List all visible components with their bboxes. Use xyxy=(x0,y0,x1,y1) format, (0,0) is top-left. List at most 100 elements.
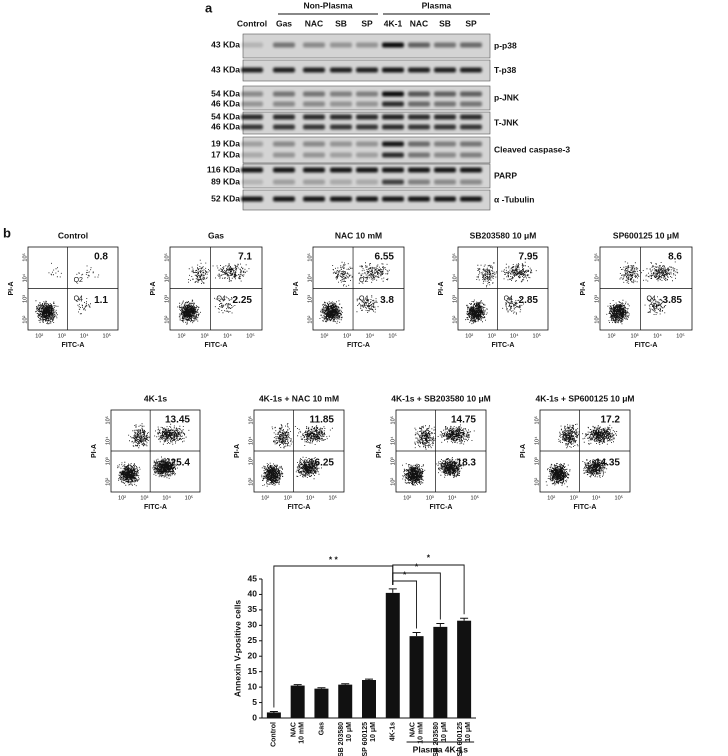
band xyxy=(356,101,378,107)
band xyxy=(241,179,263,185)
x-tick-label: 10⁵ xyxy=(676,332,684,339)
x-tick-label: 10 μM xyxy=(346,722,353,742)
y-axis-label: Annexin V-positive cells xyxy=(232,600,242,698)
quadrant-label: Q4 xyxy=(359,295,368,302)
axis-label: FITC-A xyxy=(205,342,228,349)
band xyxy=(382,196,404,202)
band xyxy=(303,42,325,48)
x-tick-label: 10³ xyxy=(631,333,639,339)
x-tick-label: 10⁴ xyxy=(653,332,662,339)
y-tick-label: 10⁵ xyxy=(247,416,254,424)
x-tick-label: 10 μM xyxy=(370,722,377,742)
band xyxy=(330,179,352,185)
lane-label: Gas xyxy=(276,18,292,28)
significance-bracket xyxy=(392,580,418,629)
quadrant-value: 11.85 xyxy=(310,415,335,426)
y-tick-label: 10⁵ xyxy=(306,253,313,261)
x-tick-label: 10⁴ xyxy=(223,332,232,339)
band xyxy=(303,101,325,107)
band xyxy=(330,114,352,120)
quadrant-label: Q4 xyxy=(504,295,513,302)
x-tick-label: 10³ xyxy=(284,495,292,501)
band xyxy=(460,114,482,120)
significance-label: * xyxy=(415,561,419,571)
x-tick-label: 10⁵ xyxy=(185,494,193,501)
y-tick-label: 10 xyxy=(248,681,258,691)
band xyxy=(382,91,404,97)
y-tick-label: 10⁴ xyxy=(163,273,170,282)
error-bar xyxy=(388,588,397,593)
band xyxy=(241,124,263,130)
band xyxy=(408,167,430,173)
lane-label: SB xyxy=(439,18,451,28)
quadrant-value: 3.8 xyxy=(380,295,394,306)
error-bar xyxy=(460,617,469,621)
bar xyxy=(338,684,353,718)
axis-label: FITC-A xyxy=(288,504,311,511)
band xyxy=(356,124,378,130)
band xyxy=(330,67,352,73)
x-tick-label: 10 mM xyxy=(299,722,306,744)
x-tick-label: SP 600125 xyxy=(457,722,464,756)
x-tick-label: 10 mM xyxy=(417,722,424,744)
group-label: Non-Plasma xyxy=(303,0,352,10)
y-tick-label: 10³ xyxy=(534,457,540,465)
band xyxy=(356,141,378,147)
axis-label: FITC-A xyxy=(347,342,370,349)
marker-label: 17 KDa xyxy=(211,149,240,159)
quadrant-value: 17.2 xyxy=(601,415,621,426)
band xyxy=(241,152,263,158)
x-tick-label: 10² xyxy=(35,333,43,339)
axis-label: FITC-A xyxy=(492,342,515,349)
scatter-cloud xyxy=(261,423,333,487)
band xyxy=(273,101,295,107)
error-bar xyxy=(436,622,445,627)
band xyxy=(382,167,404,173)
band xyxy=(356,67,378,73)
band xyxy=(330,196,352,202)
band xyxy=(303,141,325,147)
quadrant-value: 14.75 xyxy=(451,415,476,426)
band xyxy=(330,42,352,48)
quadrant-value: 3.85 xyxy=(663,295,683,306)
band xyxy=(330,124,352,130)
x-tick-label: 10⁵ xyxy=(471,494,479,501)
band xyxy=(408,196,430,202)
band xyxy=(241,101,263,107)
quadrant-value: 7.95 xyxy=(519,252,539,263)
band xyxy=(273,196,295,202)
band xyxy=(356,91,378,97)
band xyxy=(434,101,456,107)
x-tick-label: 10 μM xyxy=(441,722,448,742)
x-tick-label: 10² xyxy=(547,495,555,501)
band xyxy=(303,91,325,97)
y-tick-label: 10³ xyxy=(307,295,313,303)
y-tick-label: 10² xyxy=(164,315,170,323)
scatter-cloud xyxy=(319,261,390,324)
band xyxy=(303,196,325,202)
axis-label: PI-A xyxy=(293,282,300,296)
y-tick-label: 10⁴ xyxy=(104,436,111,445)
band xyxy=(408,101,430,107)
quadrant-value: 14.35 xyxy=(595,458,620,469)
x-tick-label: 10³ xyxy=(570,495,578,501)
marker-label: 52 KDa xyxy=(211,193,240,203)
plot-title: 4K-1s xyxy=(144,393,167,403)
y-tick-label: 10³ xyxy=(452,295,458,303)
band xyxy=(273,42,295,48)
band xyxy=(408,42,430,48)
band xyxy=(303,114,325,120)
error-bar xyxy=(341,683,350,685)
y-tick-label: 10² xyxy=(534,478,540,486)
bar xyxy=(409,636,424,718)
axis-label: PI-A xyxy=(8,282,15,296)
plot-title: SB203580 10 μM xyxy=(470,230,537,240)
quadrant-value: 1.1 xyxy=(94,295,108,306)
scatter-cloud xyxy=(545,423,618,488)
band xyxy=(434,114,456,120)
lane-label: 4K-1 xyxy=(384,18,403,28)
lane-label: Control xyxy=(237,18,267,28)
marker-label: 46 KDa xyxy=(211,98,240,108)
y-tick-label: 10³ xyxy=(390,457,396,465)
band xyxy=(460,196,482,202)
